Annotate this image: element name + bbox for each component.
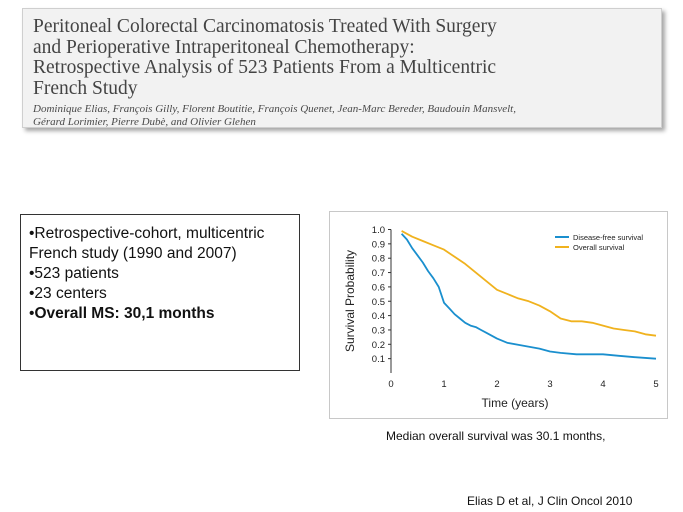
x-tick-label: 0 (388, 379, 393, 390)
y-axis-title: Survival Probability (343, 250, 357, 352)
x-axis-title: Time (years) (482, 396, 549, 410)
y-tick-label: 0.7 (372, 268, 385, 279)
paper-title-line: and Perioperative Intraperitoneal Chemot… (33, 36, 415, 58)
x-tick-label: 3 (547, 379, 552, 390)
citation: Elias D et al, J Clin Oncol 2010 (467, 494, 633, 508)
survival-chart: 0.1 0.2 0.3 0.4 0.5 0.6 0.7 0.8 0.9 1.0 0 1 2 3 4 5 Time… (329, 211, 668, 419)
x-tick-label: 4 (600, 379, 605, 390)
summary-item: •523 patients (29, 265, 119, 282)
y-tick-label: 0.1 (372, 354, 385, 365)
paper-title-line: Retrospective Analysis of 523 Patients F… (33, 57, 497, 78)
bullet: • (29, 305, 35, 322)
paper-title-line: Peritoneal Colorectal Carcinomatosis Tre… (33, 16, 497, 37)
summary-item: •Retrospective-cohort, multicentric Fren… (29, 225, 265, 262)
y-tick-label: 1.0 (372, 225, 385, 236)
survival-chart-svg: 0.1 0.2 0.3 0.4 0.5 0.6 0.7 0.8 0.9 1.0 0 1 2 3 4 5 Time… (343, 225, 659, 410)
y-tick-label: 0.5 (372, 297, 385, 308)
overall-ms-text: Overall MS: 30,1 months (34, 305, 215, 322)
y-tick-label: 0.8 (372, 254, 385, 265)
series-line-overall-survival (401, 230, 657, 337)
summary-box: •Retrospective-cohort, multicentric Fren… (20, 214, 300, 371)
y-tick-label: 0.6 (372, 282, 385, 293)
paper-authors: Dominique Elias, François Gilly, Florent… (33, 103, 651, 129)
summary-item-highlight: •Overall MS: 30,1 months (29, 304, 293, 324)
y-tick-label: 0.3 (372, 325, 385, 336)
x-tick-label: 5 (653, 379, 658, 390)
y-tick-label: 0.4 (372, 311, 385, 322)
legend-label: Overall survival (573, 243, 625, 252)
y-tick-label: 0.9 (372, 239, 385, 250)
paper-header: Peritoneal Colorectal Carcinomatosis Tre… (22, 8, 662, 128)
legend-label: Disease-free survival (573, 233, 643, 242)
summary-item: •23 centers (29, 285, 107, 302)
y-tick-label: 0.2 (372, 340, 385, 351)
x-tick-label: 1 (441, 379, 446, 390)
paper-title-line: French Study (33, 77, 138, 99)
chart-caption: Median overall survival was 30.1 months, (386, 429, 606, 443)
x-tick-label: 2 (494, 379, 499, 390)
paper-title: Peritoneal Colorectal Carcinomatosis Tre… (33, 16, 651, 99)
author-line: Gérard Lorimier, Pierre Dubè, and Olivie… (33, 116, 256, 128)
series-line-disease-free-survival (400, 233, 657, 360)
author-line: Dominique Elias, François Gilly, Florent… (33, 103, 516, 115)
